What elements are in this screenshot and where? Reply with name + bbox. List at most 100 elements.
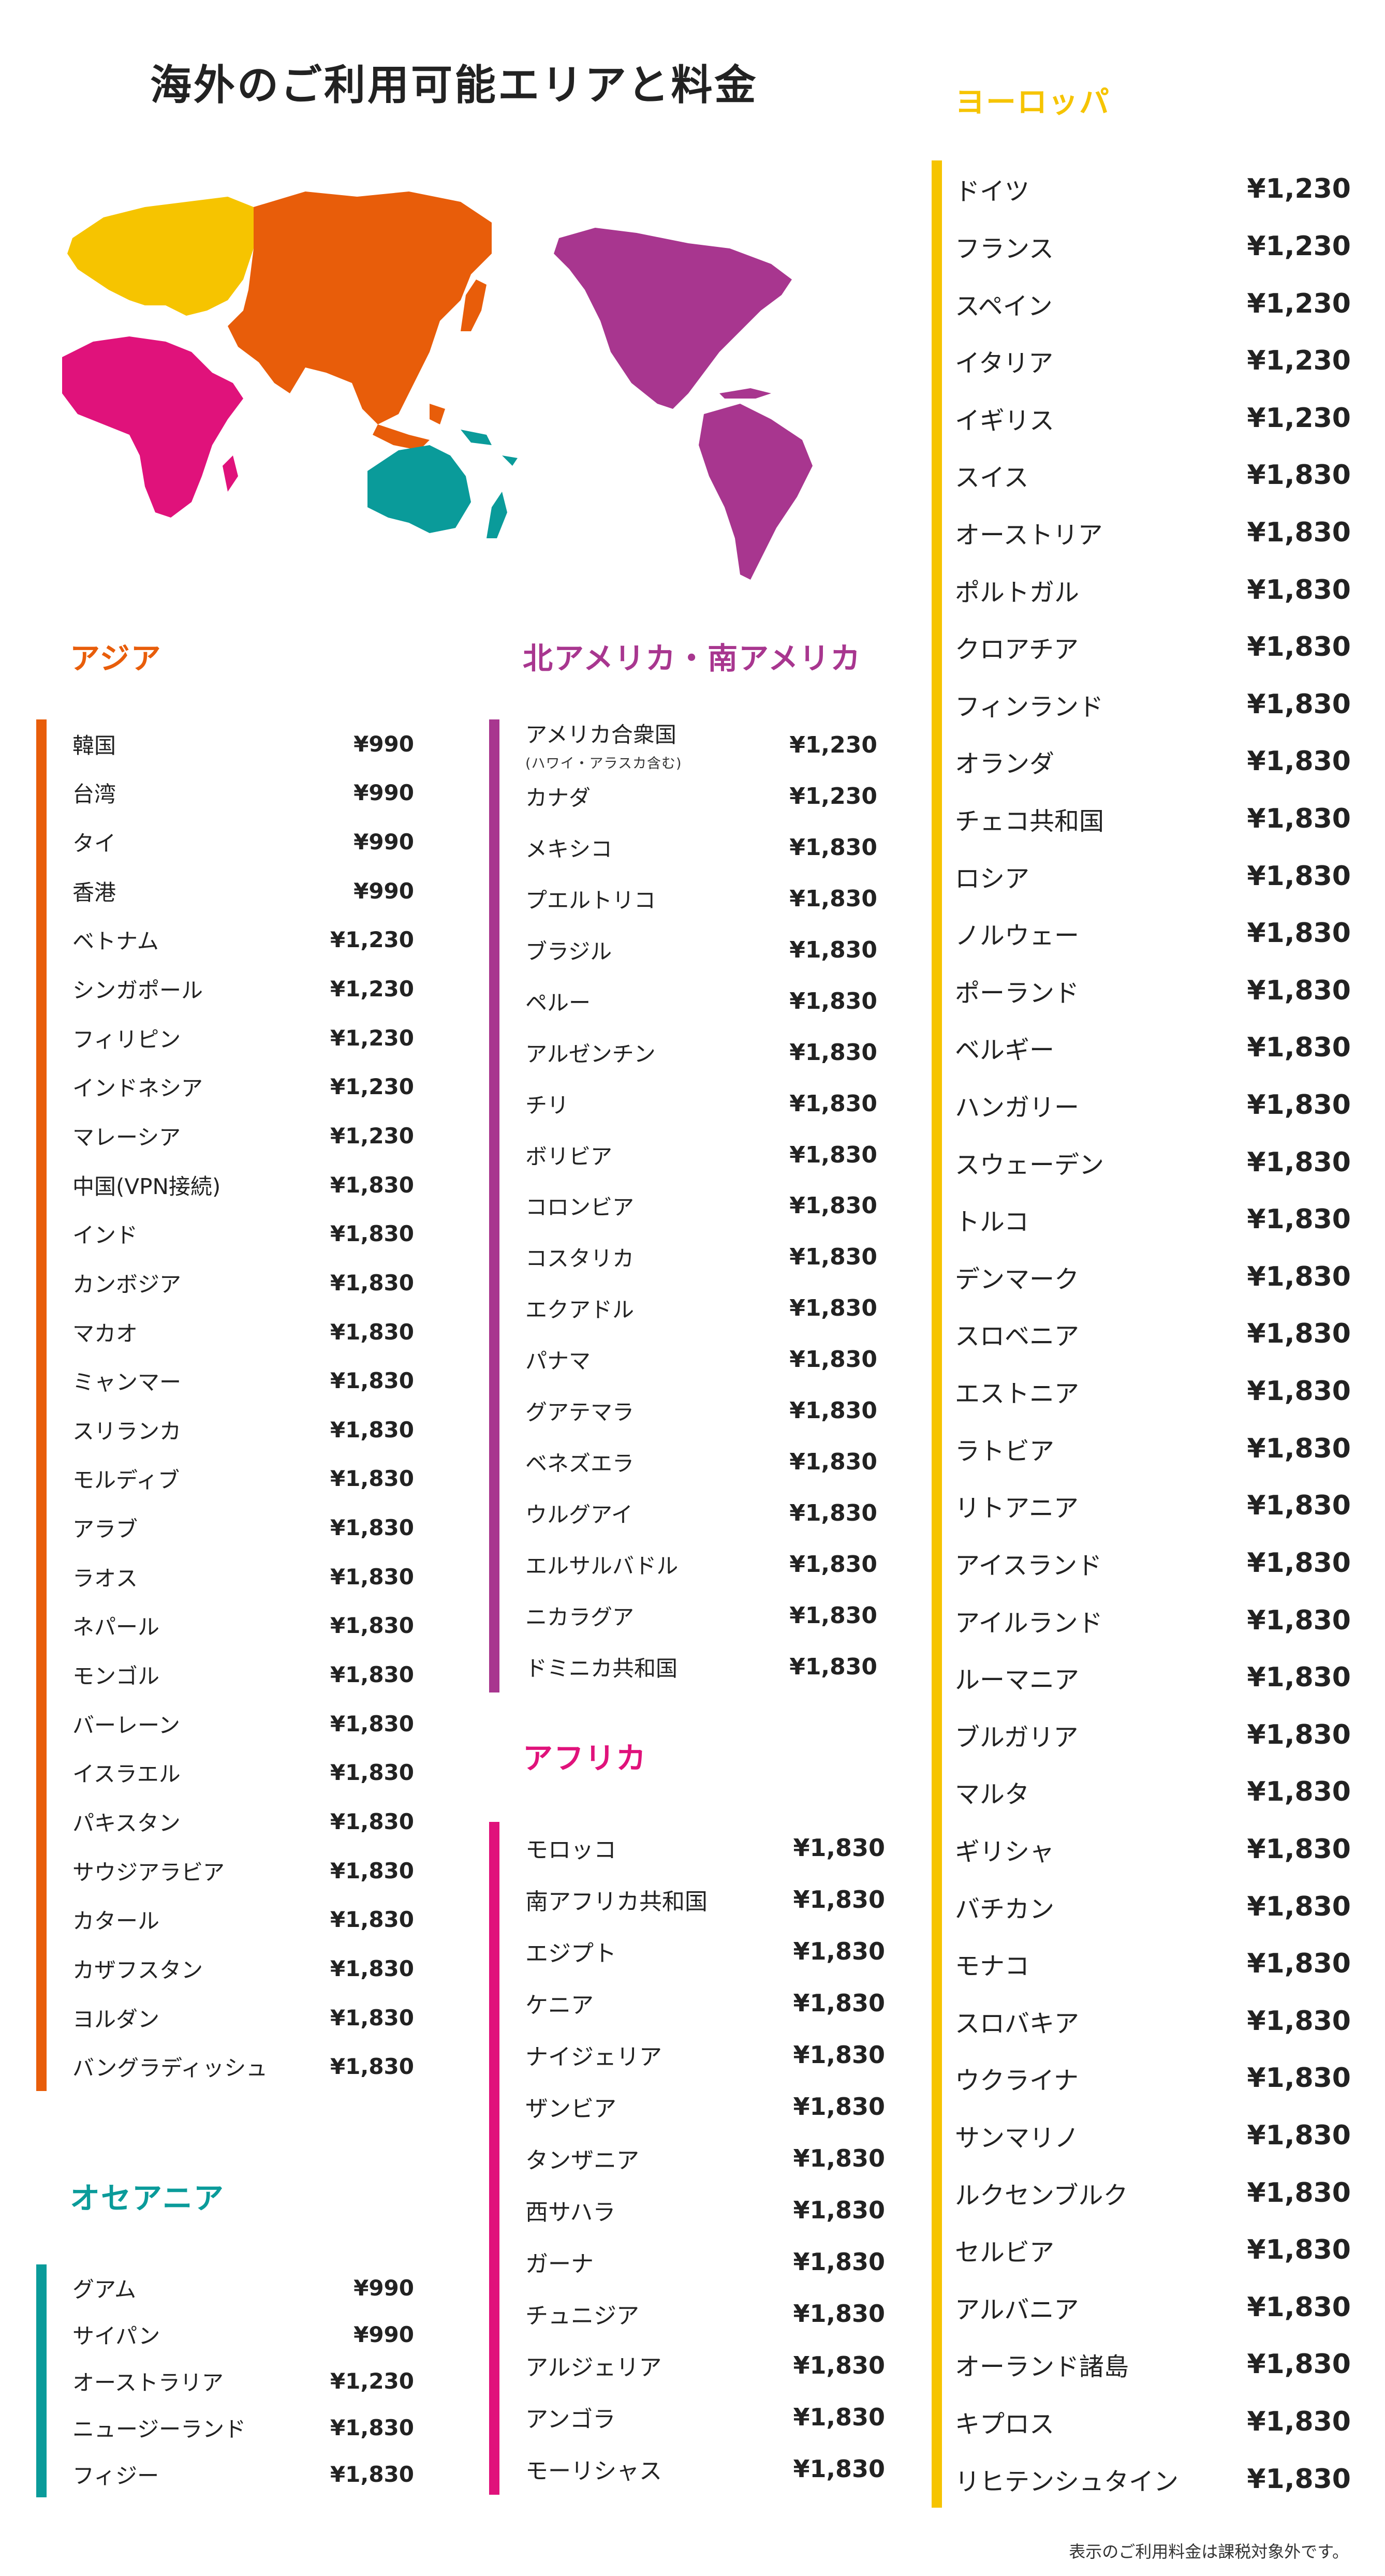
list-item: アルバニア ¥1,830 — [932, 2279, 1351, 2336]
list-item: スイス ¥1,830 — [932, 447, 1351, 504]
list-item: カンボジア ¥1,830 — [36, 1258, 414, 1307]
list-item: フィリピン ¥1,230 — [36, 1013, 414, 1063]
list-item: ポルトガル ¥1,830 — [932, 561, 1351, 619]
price: ¥1,830 — [789, 1346, 877, 1373]
country-name-text: インドネシア — [72, 1076, 203, 1101]
asia-heading: アジア — [70, 641, 162, 676]
country-name: グアテマラ — [525, 1395, 634, 1426]
page-title: 海外のご利用可能エリアと料金 — [150, 61, 758, 109]
price: ¥1,830 — [793, 2041, 885, 2069]
list-item: ネパール ¥1,830 — [36, 1601, 414, 1651]
list-item: デンマーク ¥1,830 — [932, 1248, 1351, 1306]
price: ¥1,830 — [1247, 574, 1351, 606]
list-item: ハンガリー ¥1,830 — [932, 1077, 1351, 1134]
footnote: 表示のご利用料金は課税対象外です。 — [1069, 2542, 1349, 2562]
list-item: パキスタン ¥1,830 — [36, 1797, 414, 1846]
price: ¥1,830 — [1247, 2120, 1351, 2152]
price: ¥1,830 — [330, 1221, 414, 1247]
country-name-text: ポーランド — [955, 978, 1080, 1008]
price: ¥1,830 — [1247, 1776, 1351, 1808]
country-name: バングラディッシュ — [72, 2051, 268, 2082]
country-name-text: 台湾 — [72, 782, 116, 807]
list-item: モロッコ ¥1,830 — [489, 1822, 885, 1874]
country-name-text: マカオ — [72, 1320, 138, 1346]
country-name: イスラエル — [72, 1757, 181, 1788]
list-item: オーランド諸島 ¥1,830 — [932, 2336, 1351, 2393]
price: ¥1,230 — [789, 731, 877, 758]
country-name: アルジェリア — [525, 2349, 662, 2382]
list-item: ザンビア ¥1,830 — [489, 2081, 885, 2132]
country-name: ハンガリー — [955, 1087, 1079, 1123]
price: ¥1,830 — [793, 1834, 885, 1862]
country-name-text: モナコ — [955, 1952, 1030, 1981]
asia-color-bar — [36, 719, 47, 2091]
price: ¥1,830 — [789, 988, 877, 1014]
country-name: トルコ — [955, 1201, 1029, 1238]
price: ¥1,830 — [330, 2005, 414, 2030]
country-name-text: カナダ — [525, 785, 591, 811]
country-name: ブラジル — [525, 934, 612, 966]
europe-color-bar — [932, 160, 942, 2508]
country-name: バチカン — [955, 1889, 1054, 1925]
country-name: アルゼンチン — [525, 1037, 656, 1068]
country-name-text: ザンビア — [525, 2096, 616, 2122]
country-name-text: アルバニア — [955, 2295, 1079, 2324]
country-name: メキシコ — [525, 832, 612, 863]
country-name: 韓国 — [72, 728, 116, 760]
country-name-text: ウクライナ — [955, 2066, 1079, 2096]
price: ¥1,830 — [330, 1417, 414, 1442]
price: ¥1,830 — [1247, 1433, 1351, 1464]
list-item: 南アフリカ共和国 ¥1,830 — [489, 1874, 885, 1925]
list-item: ケニア ¥1,830 — [489, 1977, 885, 2029]
list-item: ガーナ ¥1,830 — [489, 2236, 885, 2288]
country-name: ボリビア — [525, 1139, 612, 1171]
price: ¥1,830 — [789, 1500, 877, 1527]
country-name: コロンビア — [525, 1190, 634, 1221]
list-item: ノルウェー ¥1,830 — [932, 905, 1351, 962]
country-name: モンゴル — [72, 1659, 159, 1690]
country-name: プエルトリコ — [525, 883, 656, 915]
country-name-text: 西サハラ — [525, 2199, 616, 2226]
country-name: アンゴラ — [525, 2401, 615, 2434]
americas-color-bar — [489, 719, 499, 1692]
country-name-text: シンガポール — [72, 978, 203, 1004]
country-name-text: エストニア — [955, 1379, 1080, 1409]
europe-heading: ヨーロッパ — [955, 84, 1111, 120]
list-item: 台湾 ¥990 — [36, 769, 414, 818]
country-name: スペイン — [955, 286, 1053, 322]
country-name: インド — [72, 1218, 138, 1249]
price: ¥1,830 — [330, 1760, 414, 1786]
list-item: モーリシャス ¥1,830 — [489, 2443, 885, 2495]
list-item: ラオス ¥1,830 — [36, 1552, 414, 1601]
country-name-text: 南アフリカ共和国 — [525, 1889, 708, 1915]
country-name: クロアチア — [955, 629, 1079, 665]
country-name-text: アイルランド — [955, 1608, 1103, 1638]
country-name-text: モンゴル — [72, 1664, 160, 1689]
country-name: エクアドル — [525, 1292, 634, 1324]
country-name-text: チリ — [525, 1092, 569, 1118]
list-item: エクアドル ¥1,830 — [489, 1283, 877, 1334]
list-item: モンゴル ¥1,830 — [36, 1650, 414, 1699]
list-item: シンガポール ¥1,230 — [36, 964, 414, 1013]
list-item: ニュージーランド ¥1,830 — [36, 2404, 414, 2451]
list-item: コスタリカ ¥1,830 — [489, 1231, 877, 1283]
country-name-text: ドイツ — [955, 177, 1030, 207]
price: ¥1,230 — [330, 2368, 414, 2394]
country-name: スロベニア — [955, 1316, 1079, 1352]
country-name-text: ベトナム — [72, 929, 159, 954]
price: ¥1,830 — [1247, 1032, 1351, 1064]
price: ¥1,830 — [330, 1368, 414, 1394]
country-name: パナマ — [525, 1344, 591, 1375]
price: ¥1,830 — [793, 1886, 885, 1913]
list-item: クロアチア ¥1,830 — [932, 619, 1351, 676]
country-name: グアム — [72, 2272, 136, 2304]
price: ¥1,230 — [1247, 402, 1351, 434]
country-name-text: チェコ共和国 — [955, 807, 1104, 836]
country-name-text: インド — [72, 1223, 138, 1248]
country-name: エジプト — [525, 1935, 616, 1968]
country-name-text: ポルトガル — [955, 578, 1080, 607]
country-name-text: ウルグアイ — [525, 1502, 633, 1528]
caribbean-shape — [719, 388, 771, 399]
price: ¥1,230 — [330, 976, 414, 1002]
country-name: マレーシア — [72, 1120, 181, 1152]
